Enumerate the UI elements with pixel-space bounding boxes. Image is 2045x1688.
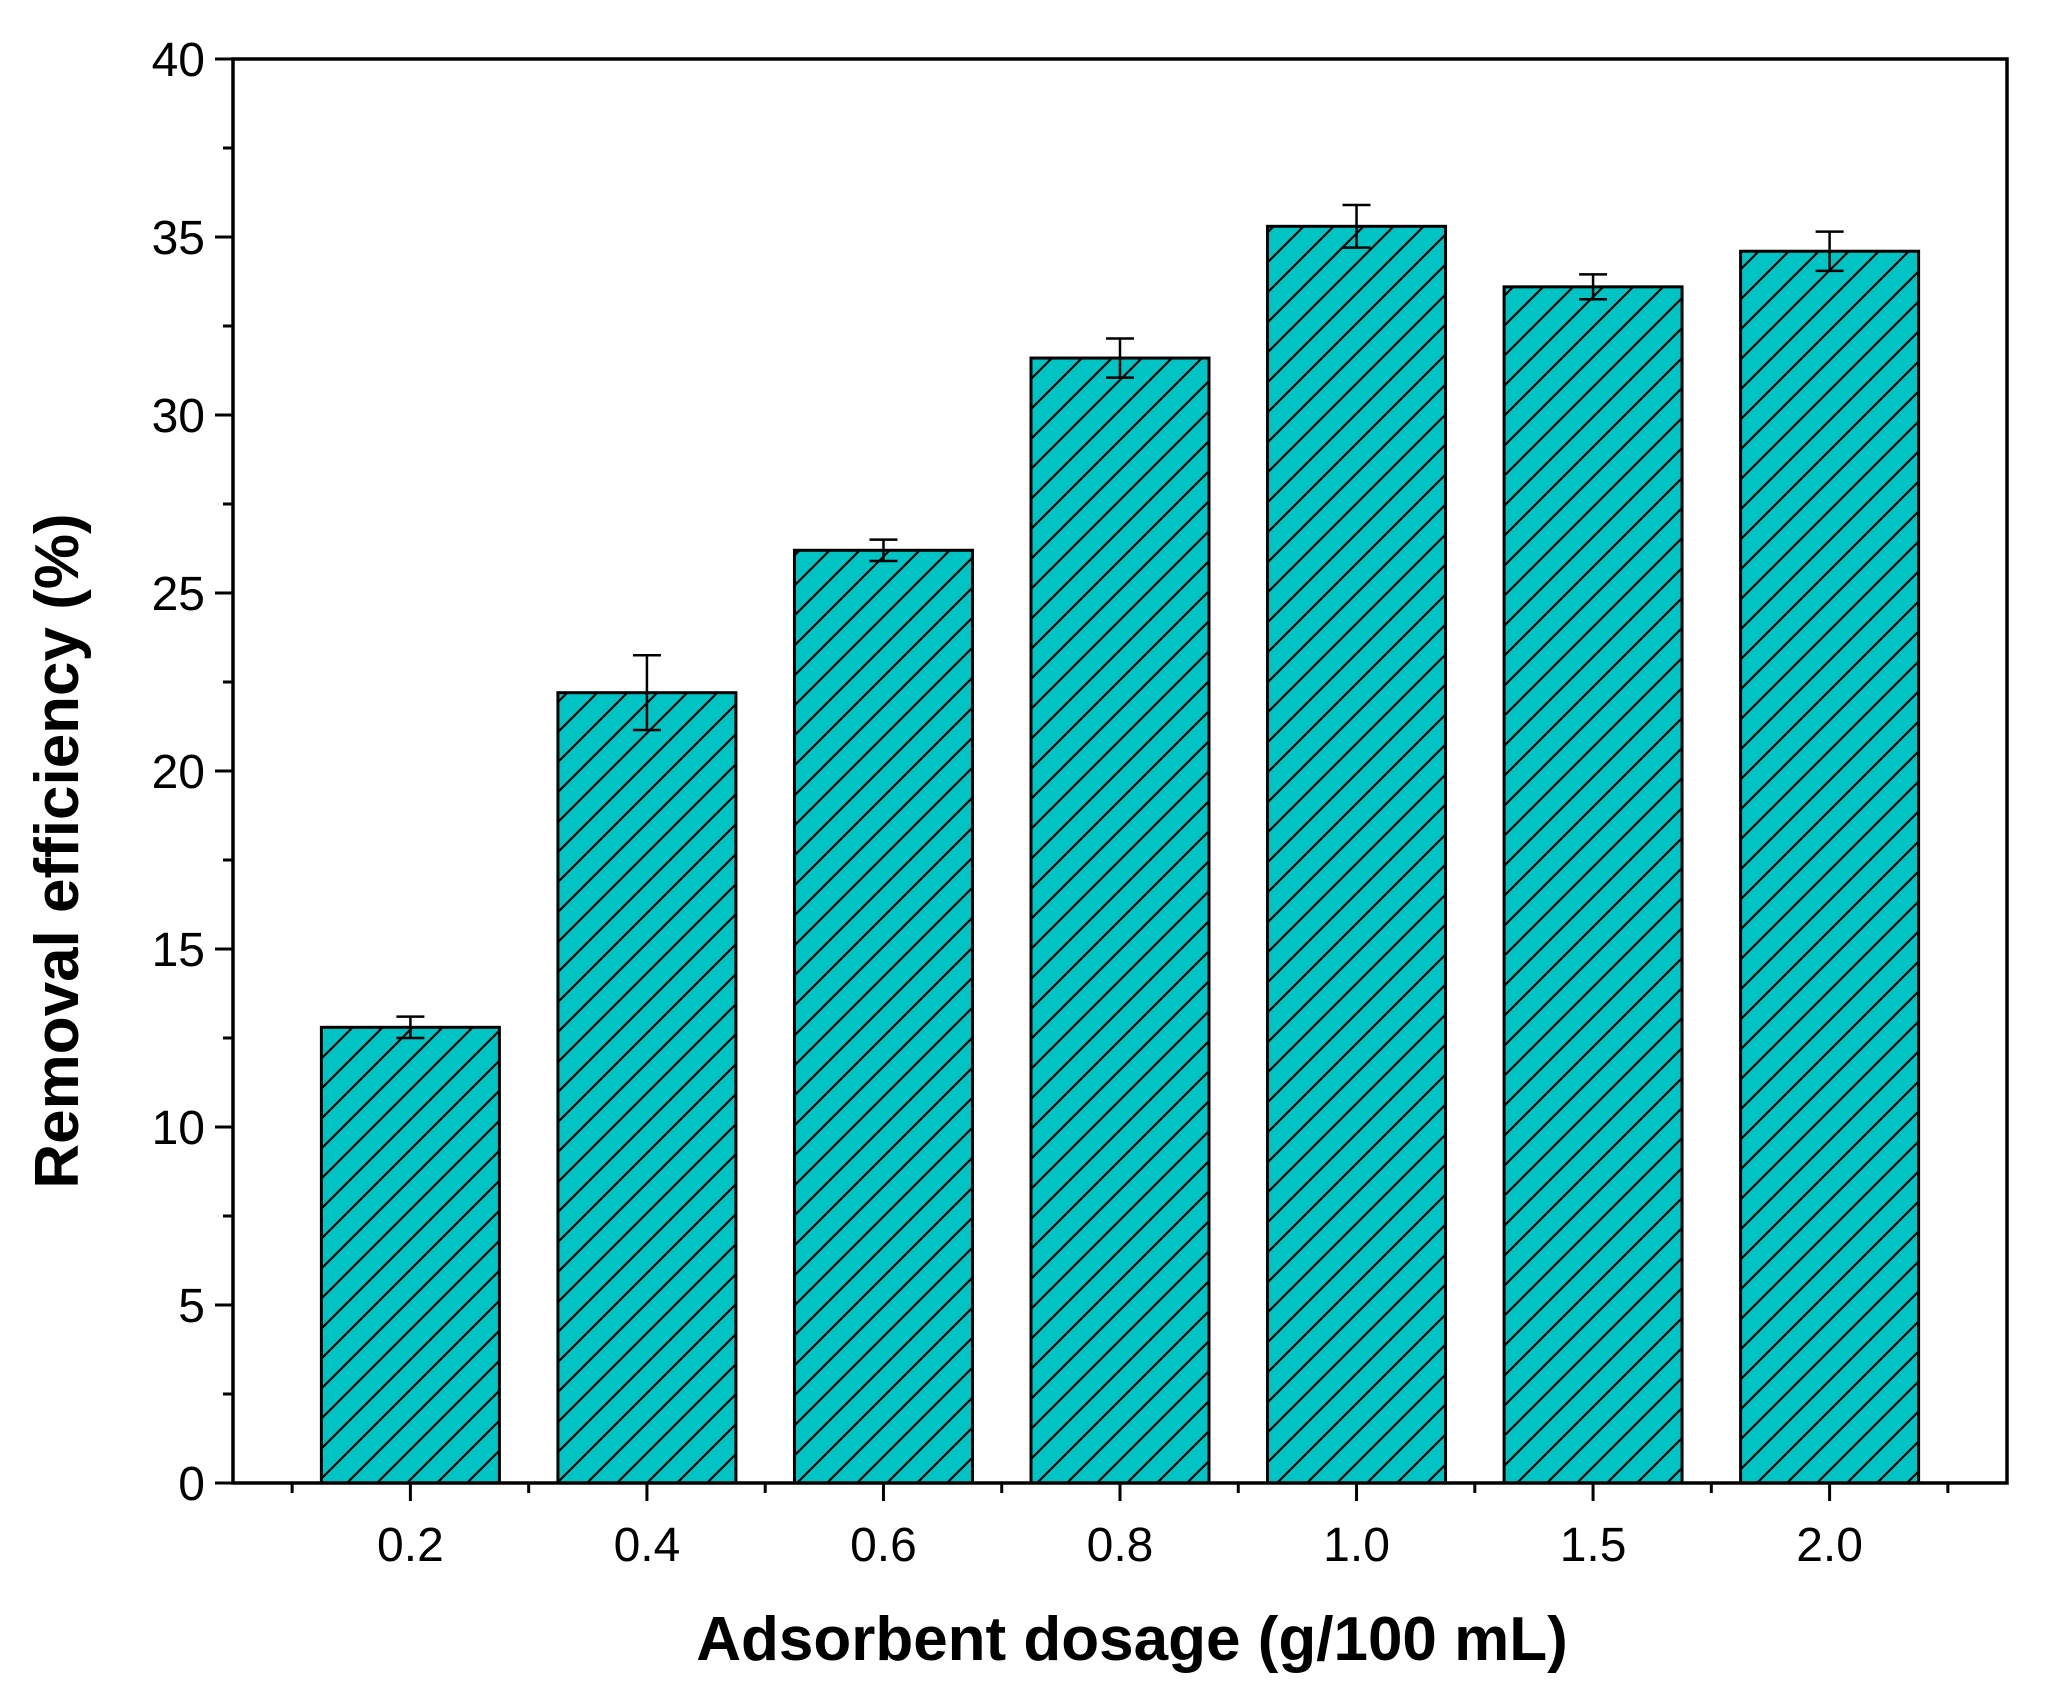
y-tick-label-35: 35: [152, 212, 205, 265]
bar-0.2: [319, 1025, 501, 1485]
error-bar-0.6: [869, 538, 898, 563]
y-tick-label-5: 5: [178, 1280, 205, 1333]
x-tick-label-0.8: 0.8: [1087, 1519, 1154, 1572]
bar-1.5: [1502, 285, 1684, 1485]
y-tick-label-10: 10: [152, 1102, 205, 1155]
y-tick-label-40: 40: [152, 34, 205, 87]
x-tick-label-1.5: 1.5: [1560, 1519, 1627, 1572]
error-bars-layer: [396, 203, 1844, 1040]
error-bar-0.2: [396, 1015, 425, 1040]
x-tick-label-0.4: 0.4: [614, 1519, 681, 1572]
bar-1.0: [1266, 224, 1448, 1485]
error-bar-0.4: [632, 654, 661, 732]
y-axis-title: Removal efficiency (%): [23, 513, 92, 1188]
axes-layer: [215, 57, 2009, 1501]
x-tick-label-0.2: 0.2: [377, 1519, 444, 1572]
error-bar-2.0: [1815, 230, 1844, 273]
y-tick-label-0: 0: [178, 1458, 205, 1511]
error-bar-1.0: [1342, 203, 1371, 249]
y-tick-label-30: 30: [152, 390, 205, 443]
bar-0.8: [1029, 356, 1211, 1485]
x-tick-label-2.0: 2.0: [1796, 1519, 1863, 1572]
plot-frame: [231, 57, 2009, 1485]
bars-layer: [319, 224, 1921, 1485]
bar-0.4: [556, 691, 738, 1485]
y-tick-label-25: 25: [152, 568, 205, 621]
error-bar-1.5: [1579, 273, 1608, 301]
y-tick-label-15: 15: [152, 924, 205, 977]
error-bar-0.8: [1106, 337, 1134, 379]
bar-2.0: [1739, 249, 1921, 1485]
y-tick-label-20: 20: [152, 746, 205, 799]
bar-0.6: [792, 548, 974, 1485]
x-tick-label-1.0: 1.0: [1323, 1519, 1390, 1572]
tick-labels-layer: 0.2 0.4 0.6 0.8 1.0 1.5 2.0 0 5 10 15 20 25 30 35 40: [152, 34, 1863, 1572]
x-axis-title: Adsorbent dosage (g/100 mL): [696, 1605, 1568, 1674]
x-tick-label-0.6: 0.6: [850, 1519, 917, 1572]
